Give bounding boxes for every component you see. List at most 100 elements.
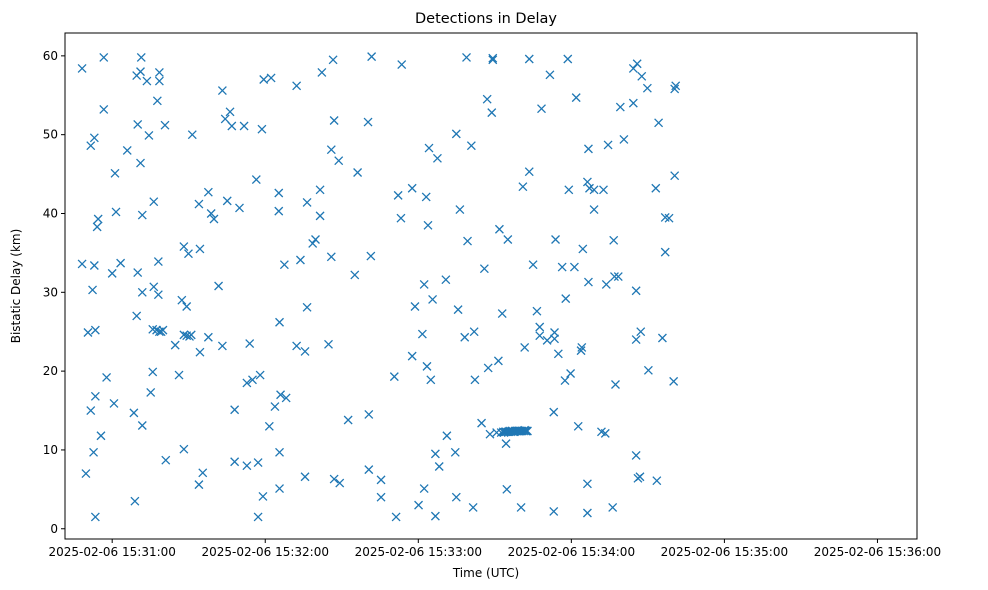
detection-marker [343,415,353,425]
detection-marker [315,211,325,221]
detection-marker [367,52,377,62]
detection-marker [521,426,531,436]
detection-marker [549,506,559,516]
detection-marker [77,259,87,269]
detection-marker [487,108,497,118]
x-tick-label: 2025-02-06 15:36:00 [814,545,941,559]
detection-marker [315,185,325,195]
detection-marker [102,372,112,382]
y-tick-label: 20 [43,364,58,378]
detection-marker [609,235,619,245]
y-tick-label: 0 [50,522,58,536]
detection-marker [557,262,567,272]
detection-marker [520,343,530,352]
detection-marker [479,264,489,274]
detection-marker [366,251,376,261]
detection-marker [217,86,227,95]
detection-marker [419,279,429,289]
detection-marker [89,133,99,143]
detection-marker [96,431,106,441]
detection-marker [99,104,109,114]
detection-marker [578,244,588,254]
detection-marker [391,512,401,522]
detection-marker [628,98,638,108]
detection-marker [453,305,463,315]
detection-marker [353,168,363,177]
y-tick-label: 60 [43,49,58,63]
detection-marker [421,192,431,202]
detection-marker [428,294,438,304]
detection-marker [248,375,257,385]
detection-marker [142,76,152,86]
detection-marker [407,351,417,361]
detection-marker [93,214,103,224]
detection-marker [488,55,498,65]
detection-marker [451,492,461,502]
detection-marker [137,421,147,430]
detection-marker [245,339,255,348]
detection-marker [608,503,618,512]
detection-marker [230,457,240,467]
detection-marker [410,302,420,311]
detection-marker [600,428,610,438]
detection-marker [198,468,208,478]
detection-marker [194,199,204,209]
detection-marker [631,335,641,345]
detection-marker [652,476,662,486]
detection-marker [329,474,339,484]
y-tick-label: 10 [43,443,58,457]
detection-marker [242,461,252,471]
detection-marker [251,175,261,185]
detection-marker [497,309,507,319]
detection-marker [329,116,339,125]
detection-marker [153,290,163,300]
detection-marker [230,405,240,415]
detection-marker [203,187,213,197]
detection-marker [532,306,542,316]
detection-marker [81,469,91,479]
detection-marker [430,511,440,521]
detection-marker [654,118,664,128]
detection-marker [566,369,576,378]
detection-marker [631,286,641,296]
detection-marker [450,447,460,457]
detection-marker [619,134,629,144]
detection-marker [259,75,269,84]
x-axis-label: Time (UTC) [452,566,519,580]
detection-marker [83,328,93,337]
detection-marker [257,124,267,134]
y-tick-label: 30 [43,285,58,299]
detection-marker [334,156,344,166]
detection-marker [235,203,244,213]
detection-marker [111,207,121,217]
detection-marker [550,328,559,337]
detection-marker [148,367,158,377]
detection-marker [99,52,109,62]
detection-marker [583,144,593,154]
detection-marker [561,294,571,304]
detection-marker [136,52,146,62]
detection-marker [217,341,227,351]
detection-marker [466,141,476,151]
detection-marker [571,93,581,103]
detection-marker [483,363,493,373]
detection-marker [179,330,189,340]
detection-marker [636,327,646,337]
detection-marker [423,220,433,230]
detection-marker [470,375,480,385]
detection-marker [187,130,197,140]
detection-marker [502,484,512,494]
detection-marker [441,275,451,285]
detection-marker [376,492,386,502]
detection-marker [582,177,592,187]
detection-marker [133,119,143,129]
detection-marker [302,197,312,207]
detection-marker [637,71,647,81]
detection-marker [222,196,232,206]
detection-marker [110,168,120,178]
detection-marker [528,260,538,270]
detection-marker [275,484,284,494]
detection-marker [610,272,619,282]
detection-marker [242,378,252,388]
